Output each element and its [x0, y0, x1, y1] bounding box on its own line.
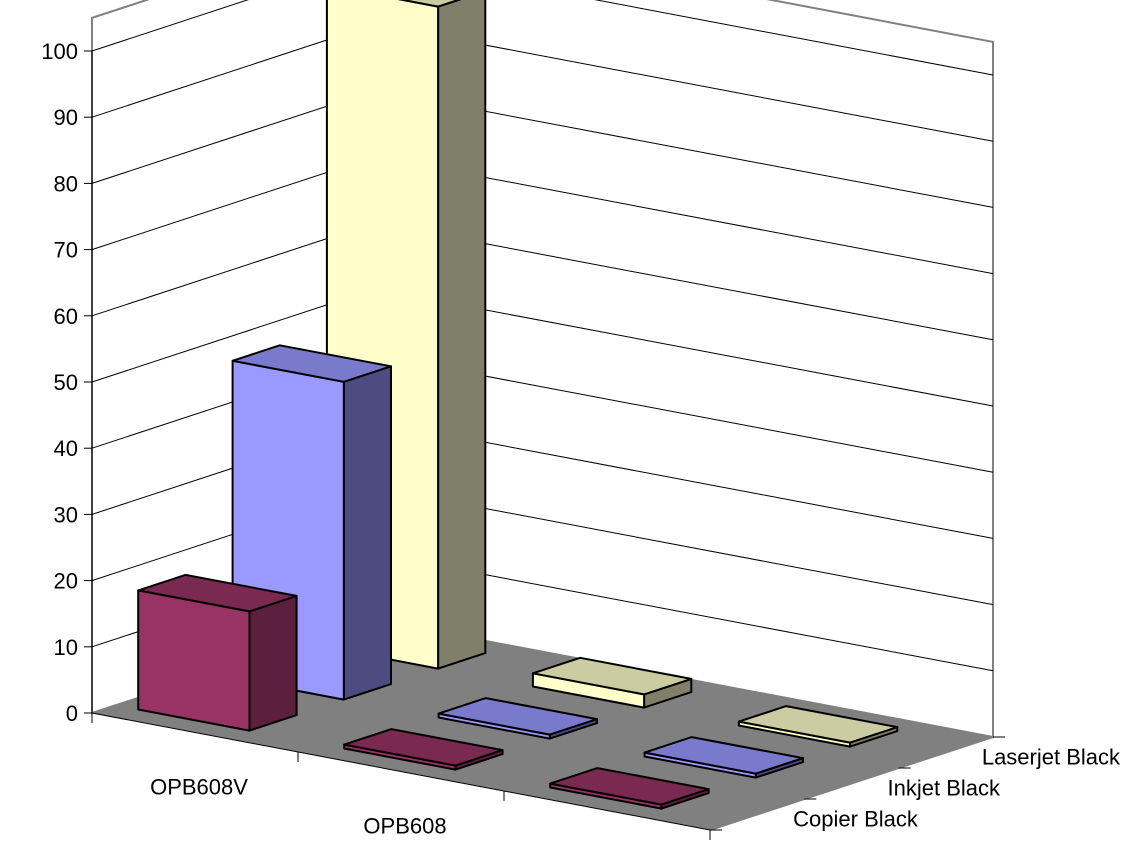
- y-tick-label: 40: [54, 436, 78, 461]
- bar-copier-black-opb608: [343, 728, 504, 771]
- bar-laserjet-black-opb608r: [737, 705, 899, 748]
- depth-axis-line: [709, 736, 994, 831]
- x-tick-label: OPB608: [363, 814, 446, 839]
- depth-axis: Copier Black Inkjet Black Laserjet Black: [709, 736, 1121, 832]
- depth-tick-label: Laserjet Black: [982, 745, 1121, 770]
- y-tick-label: 60: [54, 304, 78, 329]
- x-tick-label: OPB608V: [150, 775, 248, 800]
- y-tick-label: 80: [54, 171, 78, 196]
- x-axis: OPB608VOPB608OPB608R: [91, 712, 711, 840]
- y-tick-label: 100: [41, 39, 78, 64]
- bar-top: [137, 573, 298, 613]
- chart-walls: [91, 0, 994, 739]
- bar-top: [737, 705, 899, 744]
- bar-top: [343, 728, 504, 767]
- y-tick-label: 30: [54, 502, 78, 527]
- bar-front: [137, 589, 251, 732]
- bar-side: [437, 0, 487, 670]
- bar-top: [643, 736, 804, 775]
- gridline: [91, 0, 994, 76]
- bar-inkjet-black-opb608r: [643, 736, 804, 779]
- bar-side: [248, 594, 298, 732]
- bar-copier-black-opb608r: [549, 767, 710, 810]
- bar-side: [342, 365, 392, 701]
- bar-laserjet-black-opb608: [531, 656, 693, 709]
- bar-copier-black-opb608v: [137, 573, 298, 732]
- bar-top: [397, 0, 462, 8]
- bar-top: [531, 656, 693, 696]
- y-axis: 0 10 20 30 40 50 60 70 80 90 100: [41, 39, 93, 726]
- y-tick-label: 70: [54, 238, 78, 263]
- bar-inkjet-black-opb608: [437, 697, 598, 740]
- y-tick-label: 90: [54, 105, 78, 130]
- bar-top: [549, 767, 710, 806]
- depth-tick-label: Inkjet Black: [888, 776, 1001, 801]
- bar-top: [231, 344, 392, 383]
- x-axis-line: [91, 712, 711, 831]
- y-tick-label: 20: [54, 569, 78, 594]
- y-tick-label: 50: [54, 370, 78, 395]
- y-tick-label: 0: [66, 701, 78, 726]
- y-tick-label: 10: [54, 635, 78, 660]
- bar-top: [437, 697, 598, 736]
- bars: [137, 0, 899, 810]
- depth-tick-label: Copier Black: [793, 807, 919, 832]
